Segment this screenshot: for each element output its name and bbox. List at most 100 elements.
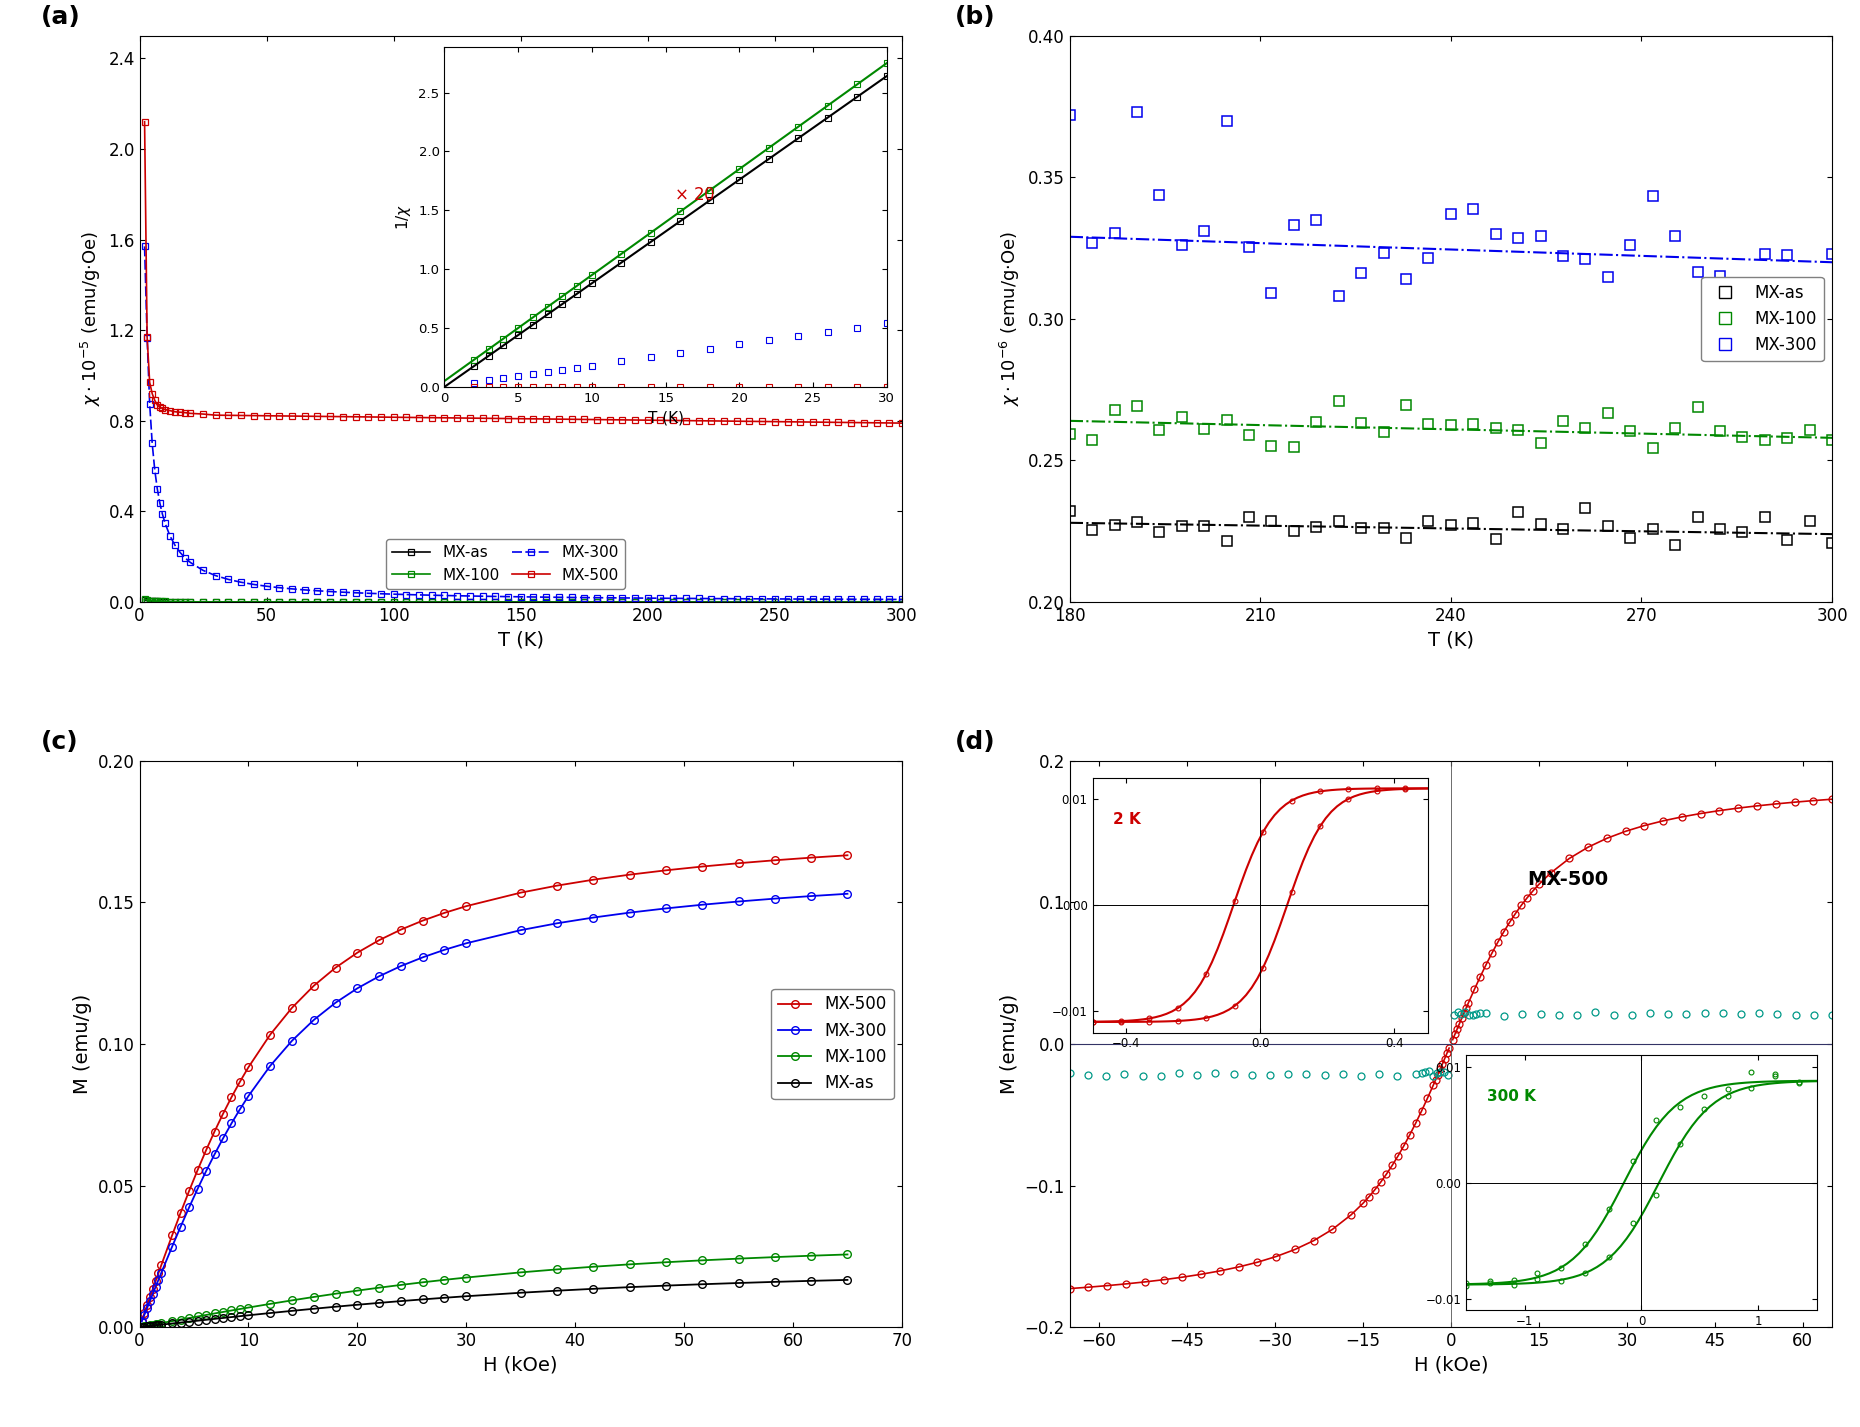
MX-100 (1125, 398, 1148, 415)
MX-300 (433, 942, 456, 959)
MX-500 (212, 1106, 234, 1123)
X-axis label: T (K): T (K) (1428, 631, 1473, 649)
MX-300 (1732, 280, 1754, 297)
MX-as (242, 594, 264, 611)
MX-as (1618, 529, 1641, 547)
MX-100 (891, 594, 913, 611)
MX-100 (1261, 437, 1283, 454)
MX-500 (800, 849, 822, 866)
MX-100 (1081, 431, 1103, 448)
MX-300 (1462, 200, 1484, 217)
Y-axis label: $\chi\cdot10^{-6}$ (emu/g$\cdot$Oe): $\chi\cdot10^{-6}$ (emu/g$\cdot$Oe) (999, 231, 1023, 407)
MX-as (456, 1287, 478, 1304)
MX-100 (1754, 431, 1776, 448)
MX-as (281, 594, 303, 611)
MX-100 (1170, 408, 1192, 425)
MX-500 (169, 1204, 192, 1222)
MX-as (1239, 508, 1261, 525)
Line: MX-300: MX-300 (1066, 107, 1836, 313)
MX-300 (140, 1291, 162, 1309)
MX-300 (1328, 288, 1350, 305)
MX-500 (151, 1257, 173, 1274)
MX-as (1529, 515, 1551, 532)
MX-as (582, 1280, 604, 1297)
MX-300 (169, 1219, 192, 1236)
MX-500 (134, 1304, 156, 1321)
MX-as (692, 1276, 714, 1293)
MX-500 (891, 414, 913, 431)
MX-100 (134, 591, 156, 608)
MX-as (1642, 521, 1665, 538)
MX-500 (391, 920, 413, 938)
Line: MX-as: MX-as (1066, 504, 1836, 549)
MX-as (1732, 524, 1754, 541)
MX-100 (1732, 428, 1754, 445)
MX-300 (1058, 107, 1081, 124)
MX-100 (147, 1316, 169, 1333)
MX-100 (218, 594, 240, 611)
MX-as (1373, 519, 1395, 537)
X-axis label: H (kOe): H (kOe) (484, 1356, 558, 1374)
Text: (d): (d) (956, 731, 995, 755)
MX-500 (242, 407, 264, 424)
MX-100 (1328, 392, 1350, 410)
MX-300 (147, 1271, 169, 1289)
MX-as (195, 1311, 218, 1329)
MX-500 (147, 1264, 169, 1281)
MX-300 (891, 591, 913, 608)
MX-100 (151, 1314, 173, 1331)
MX-100 (281, 594, 303, 611)
MX-500 (411, 912, 433, 929)
MX-300 (1395, 271, 1417, 288)
MX-100 (1709, 422, 1732, 440)
MX-100 (1618, 422, 1641, 440)
MX-as (229, 1307, 251, 1324)
MX-100 (764, 594, 787, 611)
MX-100 (1687, 398, 1709, 415)
MX-300 (346, 980, 368, 997)
MX-500 (203, 1123, 225, 1140)
Y-axis label: M (emu/g): M (emu/g) (1001, 993, 1019, 1095)
MX-as (1776, 531, 1799, 548)
MX-300 (1170, 237, 1192, 254)
Line: MX-300: MX-300 (138, 890, 852, 1326)
MX-300 (1261, 285, 1283, 303)
MX-100 (837, 1246, 859, 1263)
MX-500 (130, 1313, 153, 1330)
MX-300 (368, 968, 391, 985)
Y-axis label: $\chi\cdot10^{-5}$ (emu/g$\cdot$Oe): $\chi\cdot10^{-5}$ (emu/g$\cdot$Oe) (78, 231, 102, 407)
MX-100 (136, 1317, 158, 1334)
MX-as (281, 1303, 303, 1320)
MX-500 (655, 862, 677, 879)
MX-300 (1484, 225, 1507, 243)
MX-100 (582, 1259, 604, 1276)
MX-300 (1687, 263, 1709, 280)
MX-300 (218, 571, 240, 588)
MX-100 (1665, 420, 1687, 437)
MX-as (1215, 532, 1237, 549)
MX-100 (1395, 397, 1417, 414)
Line: MX-100: MX-100 (1066, 397, 1836, 452)
MX-500 (368, 932, 391, 949)
MX-100 (324, 1286, 346, 1303)
MX-100 (1215, 411, 1237, 428)
Line: MX-100: MX-100 (138, 1250, 852, 1330)
MX-as (169, 1314, 192, 1331)
MX-as (764, 594, 787, 611)
MX-300 (391, 958, 413, 975)
Y-axis label: M (emu/g): M (emu/g) (73, 993, 93, 1095)
MX-300 (1081, 234, 1103, 251)
MX-100 (411, 1274, 433, 1291)
MX-as (136, 1317, 158, 1334)
MX-500 (764, 412, 787, 430)
MX-300 (1215, 113, 1237, 130)
MX-300 (1125, 104, 1148, 121)
MX-300 (145, 1279, 167, 1296)
MX-100 (141, 1316, 164, 1333)
MX-100 (456, 1269, 478, 1286)
MX-500 (281, 408, 303, 425)
MX-as (891, 594, 913, 611)
MX-as (1170, 517, 1192, 534)
MX-100 (497, 594, 519, 611)
MX-as (1754, 508, 1776, 525)
